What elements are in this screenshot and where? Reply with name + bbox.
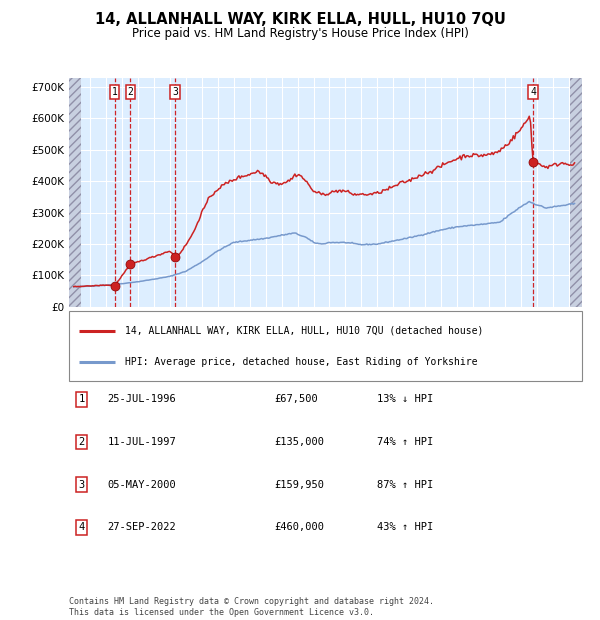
Text: 25-JUL-1996: 25-JUL-1996 [107, 394, 176, 404]
Text: 14, ALLANHALL WAY, KIRK ELLA, HULL, HU10 7QU (detached house): 14, ALLANHALL WAY, KIRK ELLA, HULL, HU10… [125, 326, 484, 336]
Text: 43% ↑ HPI: 43% ↑ HPI [377, 522, 433, 533]
Text: £460,000: £460,000 [274, 522, 324, 533]
Text: £67,500: £67,500 [274, 394, 318, 404]
Text: 3: 3 [79, 480, 85, 490]
Text: 2: 2 [79, 437, 85, 447]
Text: 3: 3 [172, 87, 178, 97]
Text: 87% ↑ HPI: 87% ↑ HPI [377, 480, 433, 490]
Text: 1: 1 [112, 87, 118, 97]
Text: 11-JUL-1997: 11-JUL-1997 [107, 437, 176, 447]
Bar [571, 78, 582, 307]
Text: 1: 1 [79, 394, 85, 404]
Text: Price paid vs. HM Land Registry's House Price Index (HPI): Price paid vs. HM Land Registry's House … [131, 27, 469, 40]
Bar [69, 78, 80, 307]
Text: 13% ↓ HPI: 13% ↓ HPI [377, 394, 433, 404]
Text: 05-MAY-2000: 05-MAY-2000 [107, 480, 176, 490]
Text: 27-SEP-2022: 27-SEP-2022 [107, 522, 176, 533]
Text: 74% ↑ HPI: 74% ↑ HPI [377, 437, 433, 447]
Text: Contains HM Land Registry data © Crown copyright and database right 2024.
This d: Contains HM Land Registry data © Crown c… [69, 598, 434, 617]
FancyBboxPatch shape [69, 311, 582, 381]
Text: £159,950: £159,950 [274, 480, 324, 490]
Text: £135,000: £135,000 [274, 437, 324, 447]
Text: 4: 4 [79, 522, 85, 533]
Text: 4: 4 [530, 87, 536, 97]
Text: HPI: Average price, detached house, East Riding of Yorkshire: HPI: Average price, detached house, East… [125, 356, 478, 366]
Text: 14, ALLANHALL WAY, KIRK ELLA, HULL, HU10 7QU: 14, ALLANHALL WAY, KIRK ELLA, HULL, HU10… [95, 12, 505, 27]
Text: 2: 2 [127, 87, 133, 97]
